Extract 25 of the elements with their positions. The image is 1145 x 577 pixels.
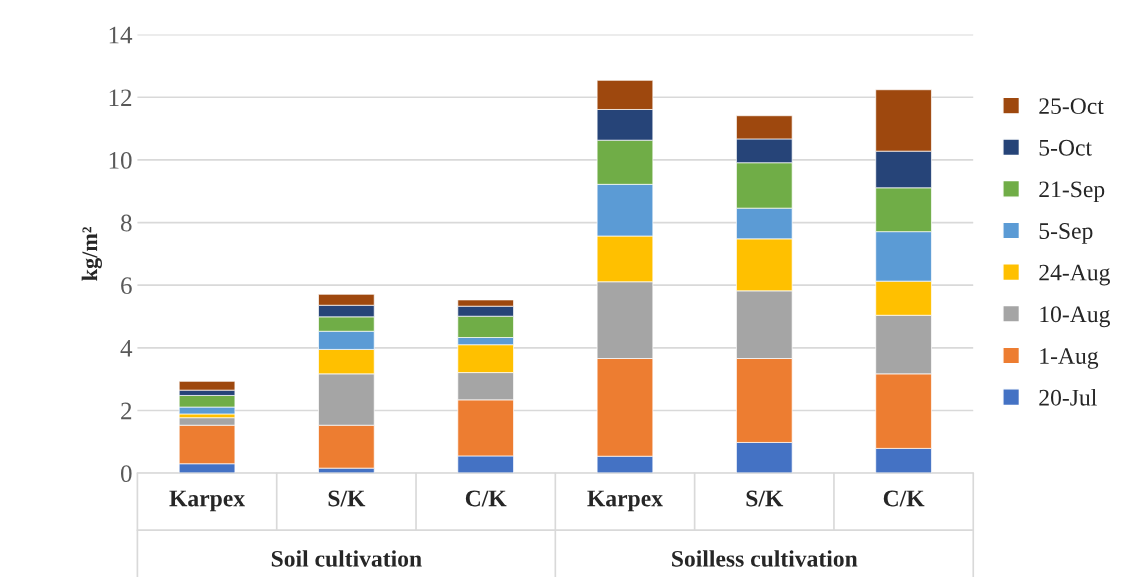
y-tick-label: 12 xyxy=(109,89,132,106)
x-tick-label: Karpex xyxy=(587,490,663,512)
legend-label: 5-Sep xyxy=(1039,223,1093,244)
y-tick-label: 14 xyxy=(109,26,133,44)
y-tick-label: 6 xyxy=(121,277,132,295)
y-tick-label: 0 xyxy=(120,465,132,483)
y-tick-label: 10 xyxy=(109,151,132,169)
legend-label: 10-Aug xyxy=(1040,306,1110,328)
y-axis-title: kg/m² xyxy=(81,226,102,281)
legend-label: 25-Oct xyxy=(1039,98,1104,115)
x-tick-label: C/K xyxy=(465,490,507,507)
x-tick-label: S/K xyxy=(746,490,784,507)
x-tick-label: C/K xyxy=(883,490,925,507)
y-tick-label: 8 xyxy=(120,214,132,232)
legend-label: 21-Sep xyxy=(1039,181,1105,203)
x-tick-label: S/K xyxy=(328,490,366,507)
y-tick-label: 4 xyxy=(120,340,133,357)
legend-label: 20-Jul xyxy=(1039,389,1097,406)
legend-label: 5-Oct xyxy=(1039,139,1092,156)
legend-label: 1-Aug xyxy=(1040,348,1099,369)
text: Soil cultivation xyxy=(271,550,422,567)
legend-label: 24-Aug xyxy=(1039,264,1110,286)
x-tick-label: Karpex xyxy=(169,490,245,512)
y-tick-label: 2 xyxy=(121,402,132,420)
text: Soilless cultivation xyxy=(672,550,858,567)
